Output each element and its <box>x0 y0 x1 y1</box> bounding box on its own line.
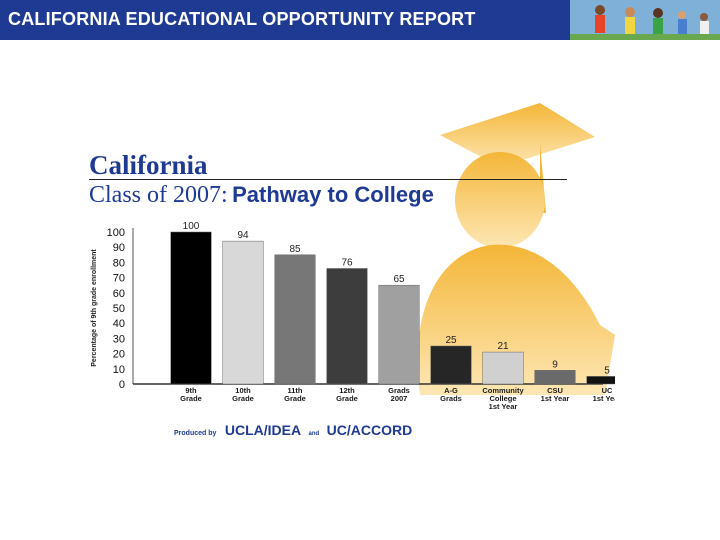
students-photo <box>570 0 720 40</box>
y-tick-label: 10 <box>113 364 125 376</box>
bar-value-label: 65 <box>393 274 405 285</box>
producer-label: Produced by <box>174 430 217 437</box>
bar <box>534 370 576 385</box>
producer-org-uc-accord: UC/ACCORD <box>326 422 413 438</box>
bar <box>170 231 212 385</box>
x-category-label: 11th <box>287 386 302 395</box>
bar <box>586 376 615 385</box>
y-tick-label: 40 <box>113 318 125 330</box>
producer-org-ucla-idea: UCLA/IDEA <box>224 422 302 438</box>
x-category-label: Grads <box>388 386 410 395</box>
x-category-label: College <box>489 394 516 403</box>
graduate-head <box>455 152 545 248</box>
bar-value-label: 9 <box>552 359 558 370</box>
y-tick-label: 60 <box>113 288 125 300</box>
x-category-label: Grade <box>284 394 306 403</box>
x-category-label: Grads <box>440 394 462 403</box>
y-tick-label: 50 <box>113 303 125 315</box>
bar <box>274 254 316 385</box>
bar-value-label: 21 <box>497 341 509 352</box>
header-banner: CALIFORNIA EDUCATIONAL OPPORTUNITY REPOR… <box>0 0 720 40</box>
student-body <box>678 19 687 34</box>
y-tick-label: 70 <box>113 273 125 285</box>
bar-value-label: 94 <box>237 230 249 241</box>
bar <box>482 351 524 385</box>
y-tick-label: 100 <box>107 227 125 239</box>
producer-credit: Produced by UCLA/IDEA and UC/ACCORD <box>174 422 412 440</box>
x-category-label: Grade <box>336 394 358 403</box>
x-category-label: 12th <box>339 386 355 395</box>
bar <box>326 268 368 385</box>
student-head <box>625 7 635 17</box>
bar-value-label: 76 <box>341 257 353 268</box>
chart-title-pathway: Pathway to College <box>232 182 434 207</box>
student-head <box>700 13 708 21</box>
student-head <box>678 11 686 19</box>
x-category-label: UC <box>602 386 613 395</box>
photo-grass <box>570 34 720 40</box>
student-head <box>653 8 663 18</box>
mortarboard-cap <box>440 103 595 167</box>
x-category-label: Community <box>482 386 524 395</box>
student-body <box>700 21 709 35</box>
bar <box>430 345 472 385</box>
x-category-label: 1st Year <box>593 394 615 403</box>
student-head <box>595 5 605 15</box>
x-category-label: A-G <box>444 386 458 395</box>
producer-connector: and <box>308 431 320 437</box>
bar <box>378 284 420 385</box>
chart-title-line: Class of 2007: Pathway to College <box>89 182 434 209</box>
y-tick-label: 20 <box>113 349 125 361</box>
bar <box>222 240 264 385</box>
bar-value-label: 85 <box>289 244 301 255</box>
x-category-label: 1st Year <box>489 402 518 411</box>
bar-value-label: 5 <box>604 365 610 376</box>
report-title: CALIFORNIA EDUCATIONAL OPPORTUNITY REPOR… <box>8 9 476 29</box>
x-category-label: 2007 <box>391 394 408 403</box>
chart-title-class: Class of 2007: <box>89 182 228 208</box>
student-body <box>595 15 605 33</box>
y-tick-label: 0 <box>119 379 125 391</box>
x-category-label: CSU <box>547 386 563 395</box>
x-category-label: 9th <box>185 386 197 395</box>
y-tick-label: 30 <box>113 333 125 345</box>
y-tick-label: 90 <box>113 242 125 254</box>
x-category-label: Grade <box>180 394 202 403</box>
title-divider <box>89 179 567 180</box>
y-axis-label: Percentage of 9th grade enrollment <box>91 249 98 367</box>
bar-value-label: 100 <box>183 221 200 232</box>
y-tick-label: 80 <box>113 257 125 269</box>
bar-value-label: 25 <box>445 335 457 346</box>
chart-title-state: California <box>89 150 208 180</box>
bar-chart: Percentage of 9th grade enrollment 0 10 20 3… <box>91 221 615 411</box>
x-category-label: Grade <box>232 394 254 403</box>
student-body <box>625 17 635 35</box>
x-category-label: 10th <box>235 386 251 395</box>
student-body <box>653 18 663 35</box>
x-category-label: 1st Year <box>541 394 570 403</box>
graduate-silhouette-icon <box>417 103 615 395</box>
